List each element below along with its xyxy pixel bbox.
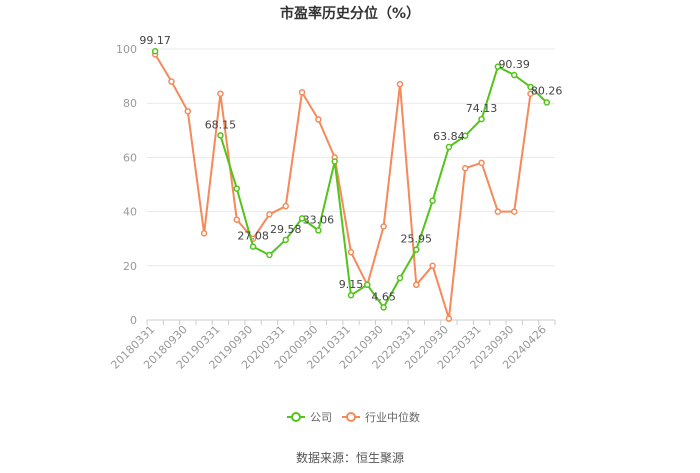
data-point — [266, 251, 273, 259]
data-point — [527, 90, 534, 97]
data-point — [364, 281, 371, 289]
data-source: 数据来源：恒生聚源 — [296, 450, 404, 465]
data-point — [347, 249, 355, 256]
data-point — [429, 262, 436, 270]
data-point — [315, 227, 322, 234]
legend-item-company[interactable]: 公司 — [287, 411, 332, 424]
data-point — [478, 159, 485, 167]
y-tick-label: 20 — [123, 260, 137, 273]
y-tick-label: 60 — [123, 151, 137, 164]
data-point — [217, 132, 224, 139]
data-point — [413, 246, 420, 253]
data-label: 4.65 — [371, 290, 396, 303]
data-point — [266, 211, 273, 218]
x-axis: 2018033120180930201903312019093020200331… — [108, 320, 556, 372]
y-tick-label: 40 — [123, 206, 137, 219]
grid-lines — [147, 48, 555, 321]
data-point — [527, 83, 534, 91]
chart-title: 市盈率历史分位（%） — [280, 5, 420, 22]
data-label: 33.06 — [303, 213, 335, 226]
data-point — [413, 281, 420, 289]
data-point — [396, 80, 404, 88]
data-point — [380, 223, 387, 230]
data-point — [461, 132, 469, 139]
legend[interactable]: 公司 行业中位数 — [287, 410, 420, 424]
data-point — [494, 63, 502, 70]
data-point — [478, 115, 485, 123]
data-point — [282, 202, 289, 210]
data-point — [249, 243, 257, 250]
data-label: 9.15 — [339, 278, 364, 291]
data-point — [315, 116, 322, 123]
data-point — [429, 197, 436, 205]
data-point — [200, 230, 208, 237]
legend-industry-label: 行业中位数 — [365, 410, 420, 424]
data-point — [298, 89, 306, 96]
data-point — [510, 208, 518, 215]
series-0 — [151, 47, 551, 311]
data-label: 63.84 — [433, 130, 465, 143]
data-label: 90.39 — [498, 58, 530, 71]
data-point — [282, 236, 289, 244]
data-point — [445, 315, 453, 322]
y-tick-label: 80 — [123, 97, 137, 110]
data-point — [233, 185, 241, 192]
data-point — [396, 274, 404, 282]
data-label: 74.13 — [466, 102, 498, 115]
legend-company-marker — [291, 412, 301, 422]
legend-industry-marker — [346, 412, 356, 422]
data-point — [543, 99, 551, 106]
y-tick-label: 0 — [130, 314, 137, 327]
data-point — [331, 158, 338, 165]
data-label: 27.08 — [237, 230, 269, 243]
data-point — [461, 164, 469, 172]
data-point — [380, 304, 387, 311]
legend-company-label: 公司 — [310, 411, 332, 424]
data-point — [184, 108, 192, 115]
data-point — [445, 143, 453, 151]
data-label: 99.17 — [139, 34, 171, 47]
data-point — [168, 78, 175, 85]
data-label: 80.26 — [531, 84, 563, 97]
legend-item-industry-median[interactable]: 行业中位数 — [342, 410, 420, 424]
data-label: 68.15 — [205, 118, 237, 131]
data-point — [298, 215, 306, 222]
y-tick-label: 100 — [116, 43, 137, 56]
data-point — [347, 291, 355, 299]
series-lines — [151, 47, 551, 322]
y-axis-ticks: 0 20 40 60 80 100 — [116, 43, 137, 327]
data-label: 29.58 — [270, 223, 302, 236]
data-point — [217, 90, 224, 97]
data-point — [151, 47, 159, 55]
data-label: 25.95 — [401, 233, 433, 246]
data-point — [233, 216, 241, 223]
data-point — [510, 71, 518, 79]
data-point — [494, 208, 502, 215]
